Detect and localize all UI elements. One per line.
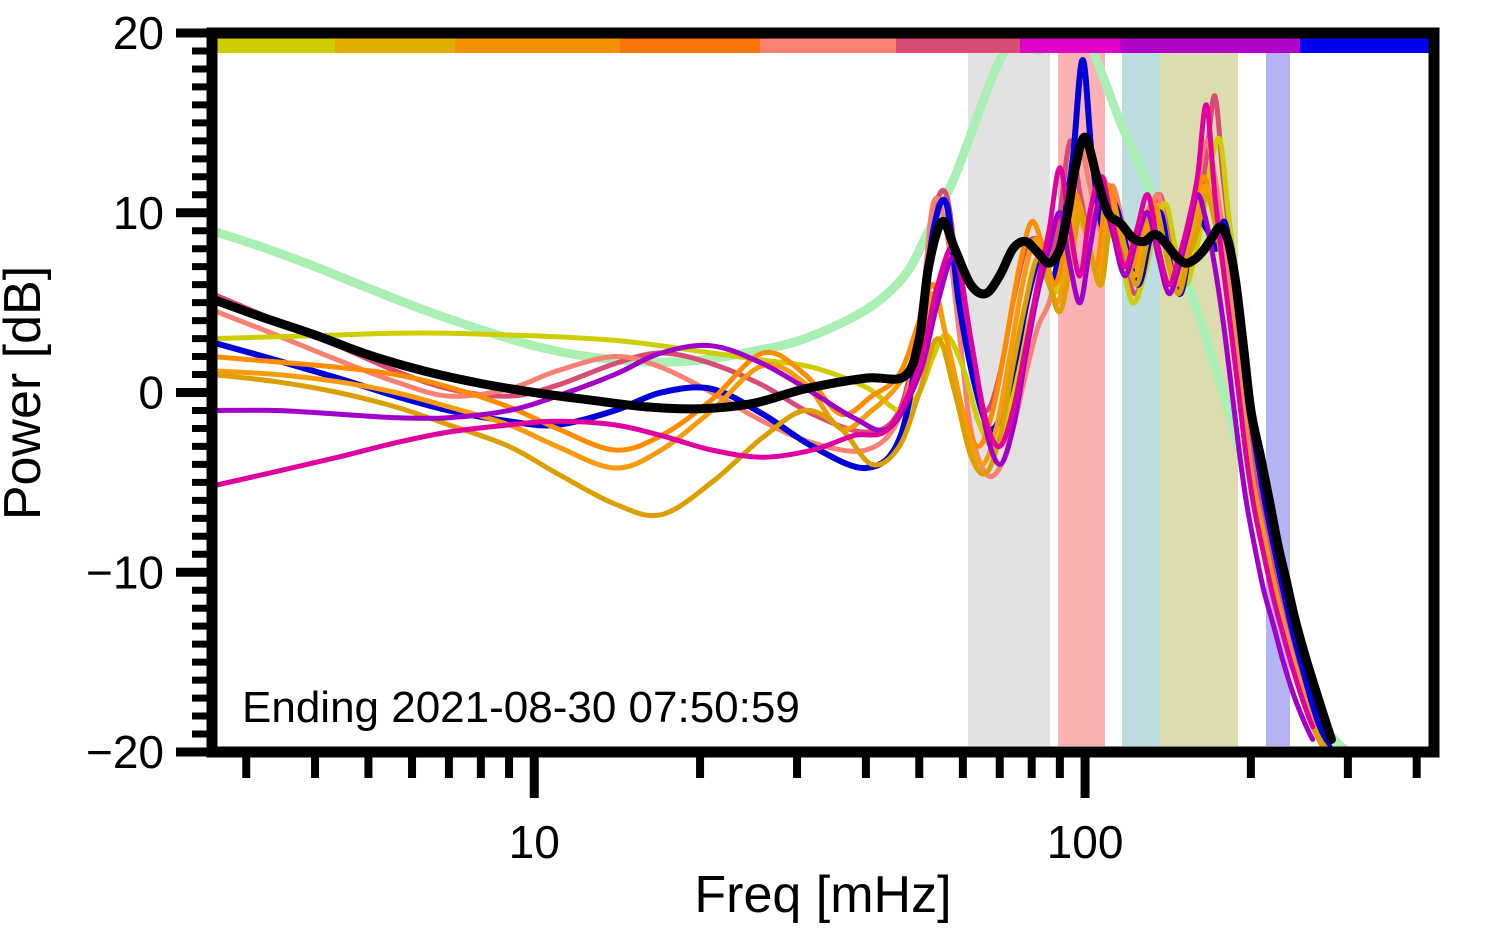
y-axis-title: Power [dB] (0, 266, 52, 520)
band-cyan (1122, 39, 1160, 746)
y-tick-label-10: 10 (113, 187, 164, 239)
axis-ticks-group (176, 28, 1421, 798)
axes-frame (206, 27, 1440, 758)
ending-timestamp-annotation: Ending 2021-08-30 07:50:59 (242, 683, 800, 732)
trace-mean-spectrum (217, 132, 1336, 744)
colorbar-segment-5 (896, 38, 1020, 53)
colorbar-segment-1 (335, 38, 455, 53)
colorbar-segment-4 (760, 38, 896, 53)
colorbar-segment-8 (1300, 38, 1434, 53)
colorbar-segment-2 (455, 38, 620, 53)
x-tick-label-100: 100 (1047, 816, 1124, 868)
colorbar-segment-0 (212, 38, 335, 53)
colorbar-segment-6 (1020, 38, 1120, 53)
colorbar-segment-3 (620, 38, 760, 53)
y-tick-label--10: −10 (86, 546, 164, 598)
colorbar-segment-7 (1120, 38, 1300, 53)
spectra-traces-group (217, 38, 1349, 747)
trace-trace-purple (217, 192, 1316, 742)
time-colorbar-strip (212, 38, 1434, 53)
shaded-bands-group (968, 39, 1290, 746)
y-tick-label-0: 0 (138, 367, 164, 419)
x-tick-label-10: 10 (509, 816, 560, 868)
y-tick-label--20: −20 (86, 726, 164, 778)
x-axis-title: Freq [mHz] (694, 866, 951, 924)
y-tick-label-20: 20 (113, 7, 164, 59)
